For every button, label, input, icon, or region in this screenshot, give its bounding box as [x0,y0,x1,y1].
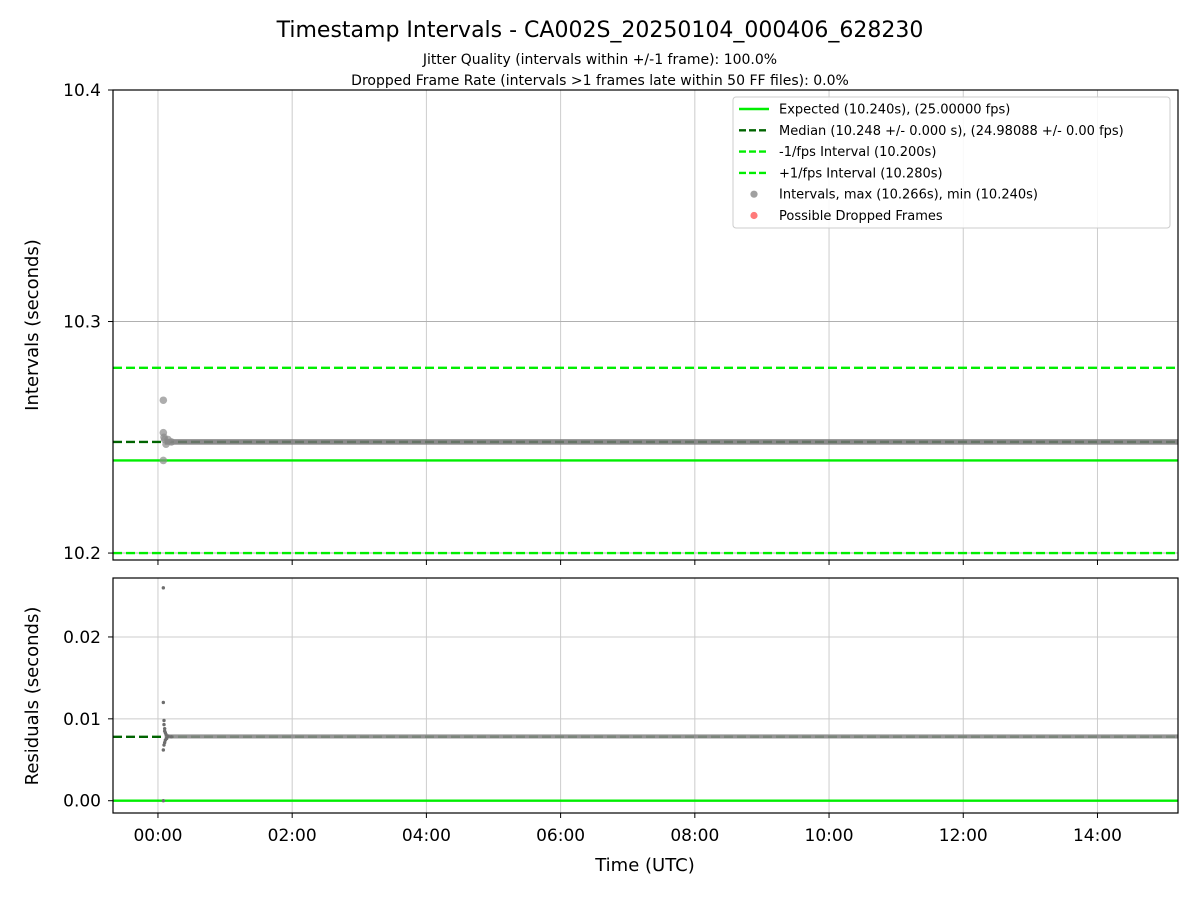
chart-title: Timestamp Intervals - CA002S_20250104_00… [276,18,924,43]
bottom-y-tick-label: 0.02 [63,628,101,648]
legend-entry-label: Possible Dropped Frames [779,209,943,224]
chart-subtitle-jitter: Jitter Quality (intervals within +/-1 fr… [422,52,777,68]
bottom-y-tick-label: 0.01 [63,710,101,730]
x-tick-label: 08:00 [670,826,719,846]
top-y-tick-label: 10.2 [63,544,101,564]
bottom-y-axis-label: Residuals (seconds) [22,607,43,786]
top-y-tick-label: 10.3 [63,313,101,333]
top-y-tick-label: 10.4 [63,81,101,101]
residual-point [169,735,174,739]
top-panel: 10.2 10.3 10.4 Intervals (seconds) Expecte… [22,81,1179,565]
legend-entry-label: +1/fps Interval (10.280s) [779,166,943,181]
legend-box [732,96,1171,229]
x-tick-label: 14:00 [1073,826,1122,846]
residual-point-band [164,734,1178,739]
residual-point [162,726,167,731]
bottom-panel-background [113,578,1178,813]
top-panel-frame [112,89,1179,561]
x-tick-label: 10:00 [805,826,854,846]
bottom-y-tick-label: 0.00 [63,792,101,812]
legend: Expected (10.240s), (25.00000 fps) Median… [732,96,1171,229]
legend-entry-label: Median (10.248 +/- 0.000 s), (24.98088 +… [779,124,1124,139]
legend-point-swatch [750,190,758,198]
x-tick-label: 02:00 [268,826,317,846]
residual-point [161,700,166,705]
legend-entry-label: -1/fps Interval (10.200s) [779,145,936,160]
chart-subtitle-dropped: Dropped Frame Rate (intervals >1 frames … [351,73,849,89]
interval-point [159,396,168,405]
legend-entry-label: Intervals, max (10.266s), min (10.240s) [779,188,1038,203]
residual-point [161,748,166,752]
residual-point [162,722,166,727]
residual-point [161,586,166,590]
residual-point [162,718,166,723]
top-y-axis-label: Intervals (seconds) [22,239,43,411]
interval-point [159,456,168,465]
legend-point-swatch [750,211,758,220]
residual-point [166,734,170,738]
residual-point [161,799,166,803]
x-tick-label: 00:00 [133,826,182,846]
legend-entry-label: Expected (10.240s), (25.00000 fps) [779,103,1010,118]
x-axis-label: Time (UTC) [594,855,695,876]
x-tick-label: 12:00 [939,826,988,846]
bottom-panel: 00:00 02:00 04:00 06:00 08:00 10:00 12:00 14:00… [22,577,1179,876]
bottom-panel-frame [112,577,1179,814]
interval-point-band [164,439,1178,445]
x-tick-label: 04:00 [402,826,451,846]
x-tick-label: 06:00 [536,826,585,846]
interval-point [167,438,176,446]
